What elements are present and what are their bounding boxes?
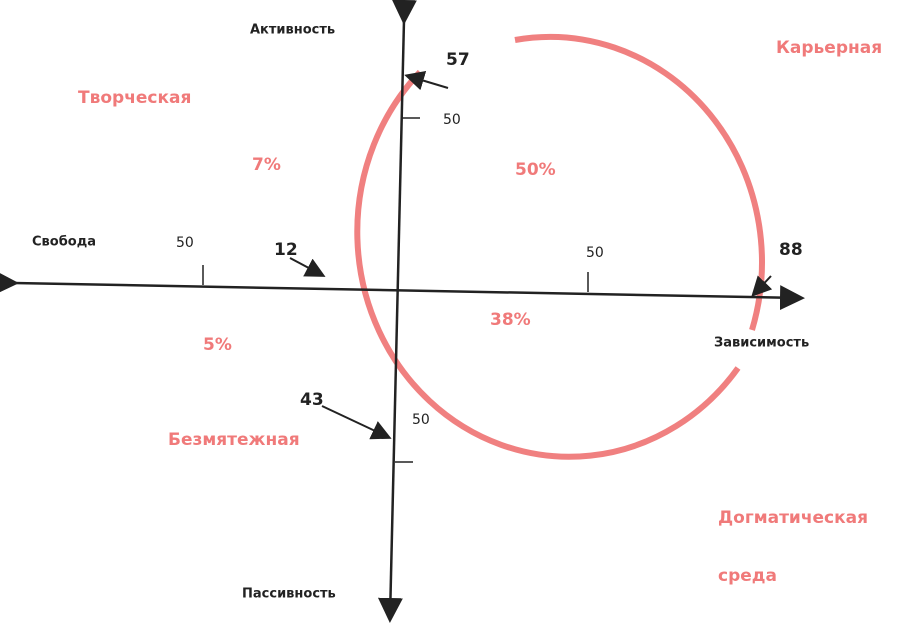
axis-label: Зависимость bbox=[714, 336, 809, 351]
tick-label: 50 bbox=[443, 112, 461, 128]
quadrant-label: Творческая bbox=[78, 88, 191, 108]
tick-label: 50 bbox=[412, 412, 430, 428]
quadrant-label: Карьерная bbox=[776, 38, 882, 58]
ellipse bbox=[354, 33, 765, 460]
quadrant-label: Догматическая bbox=[718, 508, 868, 528]
quadrant-share: 5% bbox=[203, 335, 232, 355]
tick-label: 50 bbox=[586, 245, 604, 261]
axis-label: Свобода bbox=[32, 235, 96, 250]
tick-label: 50 bbox=[176, 235, 194, 251]
quadrant-label: среда bbox=[718, 566, 777, 586]
axes bbox=[0, 0, 805, 623]
axis-label: Пассивность bbox=[242, 587, 336, 602]
quadrant-share: 7% bbox=[252, 155, 281, 175]
point-value: 57 bbox=[446, 50, 470, 70]
quadrant-label: Безмятежная bbox=[168, 430, 300, 450]
point-value: 88 bbox=[779, 240, 803, 260]
pointers bbox=[289, 71, 773, 440]
point-value: 43 bbox=[300, 390, 324, 410]
quadrant-share: 38% bbox=[490, 310, 531, 330]
quadrant-share: 50% bbox=[515, 160, 556, 180]
axis-label: Активность bbox=[250, 23, 335, 38]
point-value: 12 bbox=[274, 240, 298, 260]
